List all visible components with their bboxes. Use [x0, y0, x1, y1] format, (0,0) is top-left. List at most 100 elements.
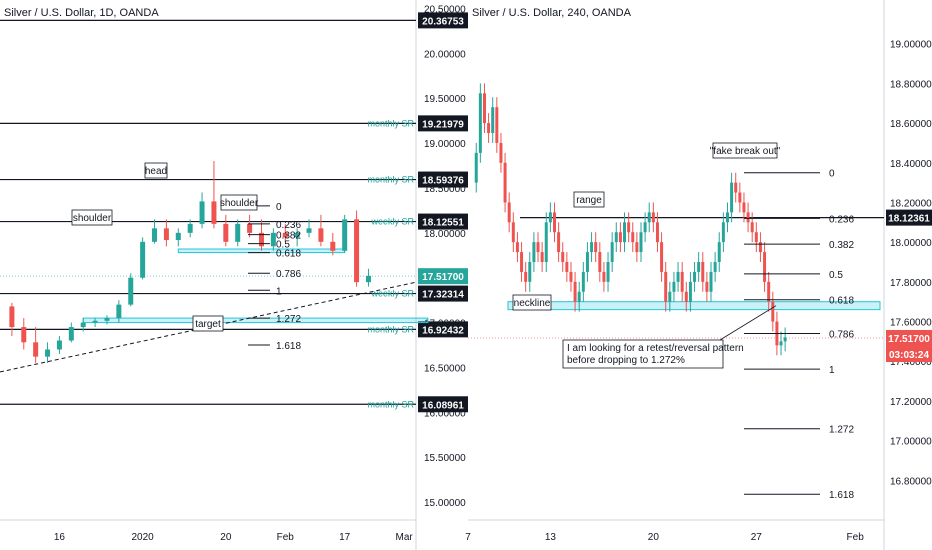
- right-candle-body: [618, 232, 622, 243]
- right-candle-body: [688, 281, 692, 302]
- left-candle-body: [199, 201, 205, 224]
- right-annotation-range: range: [576, 195, 602, 206]
- left-annotation-shoulder-right-box: [220, 194, 258, 211]
- right-candle-body: [713, 262, 717, 272]
- left-candle-body: [9, 306, 15, 328]
- left-y-tick-label: 20.50000: [424, 4, 466, 15]
- right-y-tick-label: 16.80000: [890, 476, 932, 487]
- left-annotation-target-box: [192, 315, 224, 332]
- left-candle-body: [140, 241, 146, 278]
- right-note-text: before dropping to 1.272%: [567, 355, 685, 366]
- right-candle-body: [565, 262, 569, 272]
- right-fib-label: 1: [829, 365, 835, 376]
- right-x-tick-label: 7: [465, 532, 471, 543]
- right-note-text: I am looking for a retest/reversal patte…: [567, 343, 744, 354]
- right-annotation-fake-breakout: "fake break out": [710, 146, 781, 157]
- right-candle-body: [532, 242, 536, 262]
- right-candle-body: [548, 212, 552, 223]
- right-candle-body: [705, 281, 709, 292]
- right-y-tick-label: 18.40000: [890, 159, 932, 170]
- right-candle-body: [651, 212, 655, 223]
- right-candle-body: [763, 252, 767, 282]
- left-sr-note: weekly SR: [370, 217, 414, 227]
- left-price-tag: 18.59376: [422, 176, 464, 187]
- left-y-tick-label: 20.00000: [424, 49, 466, 60]
- right-annotation-neckline: neckline: [514, 298, 551, 309]
- right-candle-body: [746, 212, 750, 223]
- left-annotation-head: head: [145, 166, 167, 177]
- right-candle-body: [758, 242, 762, 253]
- right-fib-label: 1.618: [829, 490, 854, 501]
- left-current-price-tag-bg: [418, 268, 468, 285]
- left-price-tag-bg: [418, 115, 468, 132]
- right-candle-body: [730, 182, 734, 213]
- left-x-tick-label: Mar: [395, 532, 413, 543]
- right-candle-body: [491, 107, 495, 133]
- right-candle-body: [569, 271, 573, 282]
- right-candle-body: [544, 222, 548, 262]
- left-fib-label: 0.382: [276, 231, 301, 242]
- left-price-tag-bg: [418, 171, 468, 188]
- left-y-tick-label: 18.00000: [424, 229, 466, 240]
- right-countdown-tag: 03:03:24: [889, 350, 929, 361]
- left-candle-body: [104, 318, 110, 321]
- left-sr-note: monthly SR: [367, 175, 414, 185]
- right-current-price-tag-bg: [886, 330, 932, 347]
- right-y-tick-label: 18.80000: [890, 79, 932, 90]
- right-fib-label: 1.272: [829, 425, 854, 436]
- right-candle-body: [767, 281, 771, 302]
- right-candle-body: [520, 252, 524, 272]
- left-teal-zone: [82, 317, 429, 324]
- left-current-price-tag: 17.51700: [422, 272, 464, 283]
- right-candle-body: [643, 222, 647, 233]
- right-candle-body: [474, 152, 478, 183]
- right-candle-body: [664, 271, 668, 302]
- left-price-tag-bg: [418, 12, 468, 29]
- left-y-tick-label: 15.50000: [424, 453, 466, 464]
- left-candle-body: [211, 201, 217, 224]
- left-chart-title: Silver / U.S. Dollar, 1D, OANDA: [4, 7, 159, 19]
- left-y-tick-label: 19.00000: [424, 139, 466, 150]
- left-candle-body: [258, 232, 264, 247]
- right-fib-label: 0.382: [829, 240, 854, 251]
- left-candle-body: [365, 275, 371, 283]
- left-candle-body: [282, 232, 288, 238]
- right-y-tick-label: 17.20000: [890, 397, 932, 408]
- left-y-tick-label: 15.00000: [424, 498, 466, 509]
- right-candle-body: [528, 262, 532, 282]
- right-y-tick-label: 18.20000: [890, 198, 932, 209]
- right-candle-body: [536, 242, 540, 253]
- right-candle-body: [709, 271, 713, 292]
- left-candle-body: [45, 349, 51, 357]
- right-y-tick-label: 18.60000: [890, 119, 932, 130]
- left-candle-body: [306, 228, 312, 233]
- left-x-tick-label: 16: [54, 532, 66, 543]
- right-candle-body: [734, 182, 738, 193]
- left-price-tag-bg: [418, 285, 468, 302]
- right-candle-body: [577, 291, 581, 302]
- right-candle-body: [623, 222, 627, 243]
- right-candle-body: [503, 162, 507, 203]
- left-x-tick-label: Feb: [277, 532, 295, 543]
- left-price-tag: 20.36753: [422, 16, 464, 27]
- left-candle-body: [163, 228, 169, 241]
- right-candle-body: [524, 271, 528, 282]
- left-candle-body: [270, 232, 276, 247]
- right-neckline-zone: [507, 301, 881, 311]
- left-fib-label: 0.786: [276, 269, 301, 280]
- right-candle-body: [610, 242, 614, 262]
- right-fib-label: 0: [829, 169, 835, 180]
- left-fib-label: 0.5: [276, 240, 290, 251]
- left-annotation-shoulder-right: shoulder: [220, 198, 259, 209]
- right-candle-body: [721, 222, 725, 243]
- right-candle-body: [655, 222, 659, 243]
- right-candle-body: [639, 232, 643, 253]
- right-y-tick-label: 17.60000: [890, 318, 932, 329]
- right-candle-body: [585, 252, 589, 272]
- right-y-tick-label: 18.00000: [890, 238, 932, 249]
- left-candle-body: [128, 277, 134, 305]
- left-x-tick-label: 20: [220, 532, 232, 543]
- left-price-tag: 18.12551: [422, 218, 464, 229]
- left-x-tick-label: 2020: [132, 532, 155, 543]
